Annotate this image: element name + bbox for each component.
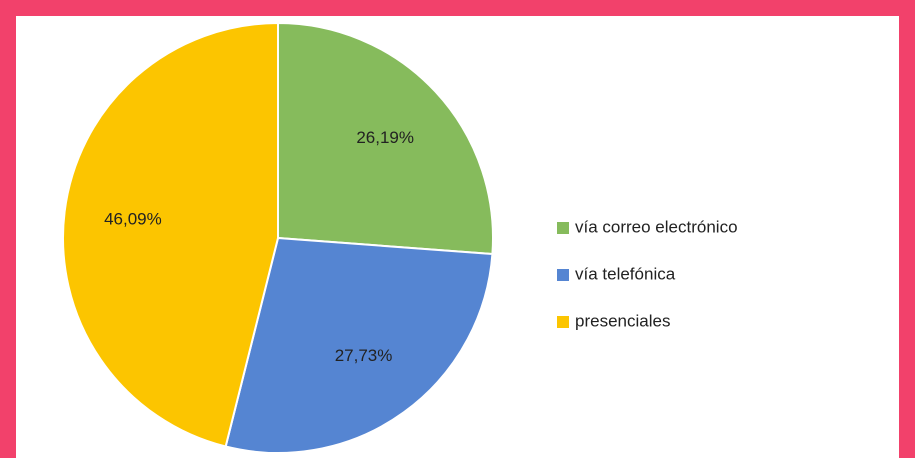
pie-slice	[62, 21, 279, 448]
chart: 26,19% 27,73% 46,09% vía correo electrónico…	[16, 16, 899, 458]
data-label: 46,09%	[104, 210, 162, 229]
data-label: 26,19%	[356, 128, 414, 147]
legend-swatch	[557, 269, 569, 281]
data-label: 27,73%	[335, 346, 393, 365]
legend-swatch	[557, 316, 569, 328]
pie-slice	[224, 236, 494, 454]
legend-label: presenciales	[575, 311, 670, 330]
legend-swatch	[557, 222, 569, 234]
pie-slice	[277, 21, 494, 256]
legend-label: vía correo electrónico	[575, 217, 738, 236]
legend-label: vía telefónica	[575, 264, 676, 283]
